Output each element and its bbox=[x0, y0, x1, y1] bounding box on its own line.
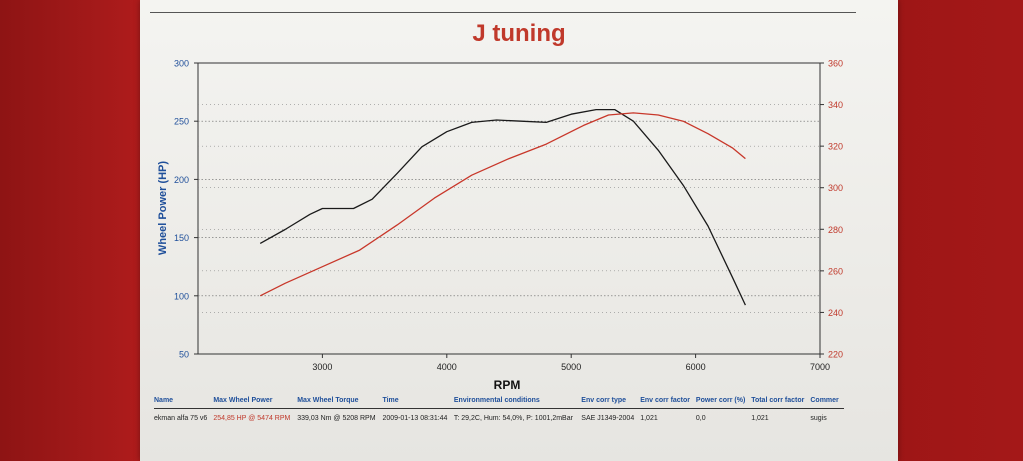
chart-title: J tuning bbox=[472, 20, 566, 47]
info-cell: ekman alfa 75 v6 bbox=[154, 415, 208, 422]
run-info-table: Name Max Wheel Power Max Wheel Torque Time E… bbox=[154, 397, 844, 422]
info-cell: 339,03 Nm @ 5208 RPM bbox=[297, 415, 376, 422]
info-cell: 2009-01-13 08:31:44 bbox=[382, 415, 448, 422]
info-cell: 1,021 bbox=[640, 415, 658, 422]
info-header-cell: Time bbox=[382, 397, 454, 409]
info-cell: T: 29,2C, Hum: 54,0%, P: 1001,2mBar bbox=[453, 415, 573, 422]
y2-tick-label: 340 bbox=[828, 100, 843, 110]
y2-tick-label: 260 bbox=[828, 266, 843, 276]
info-cell: 0,0 bbox=[695, 415, 706, 422]
info-header-cell: Env corr type bbox=[581, 397, 641, 409]
y-tick-label: 150 bbox=[174, 233, 189, 243]
x-axis-title: RPM bbox=[494, 378, 521, 392]
info-header-cell: Max Wheel Torque bbox=[297, 397, 383, 409]
x-tick-label: 7000 bbox=[810, 362, 830, 372]
info-cell: sugis bbox=[810, 415, 827, 422]
grid-lines bbox=[198, 104, 820, 313]
y2-tick-label: 220 bbox=[828, 350, 843, 360]
plot-area bbox=[197, 62, 821, 355]
y2-tick-label: 320 bbox=[828, 142, 843, 152]
y-tick-label: 50 bbox=[179, 350, 189, 360]
info-header-cell: Environmental conditions bbox=[453, 397, 582, 409]
dyno-chart: 50 100 150 200 250 300 220 240 260 280 300 320 340 36… bbox=[157, 59, 843, 393]
info-cell: SAE J1349-2004 bbox=[581, 415, 635, 422]
info-header-cell: Power corr (%) bbox=[695, 397, 752, 409]
y-tick-label: 100 bbox=[174, 291, 189, 301]
info-cell: 254,85 HP @ 5474 RPM bbox=[213, 415, 291, 422]
y-tick-label: 300 bbox=[174, 59, 189, 69]
dyno-sheet: J tuning 50 100 150 200 250 300 220 240 260 280 30… bbox=[140, 0, 898, 461]
info-header-cell: Max Wheel Power bbox=[213, 397, 298, 409]
y2-tick-label: 360 bbox=[828, 59, 843, 69]
x-tick-label: 3000 bbox=[312, 362, 332, 372]
top-rule bbox=[150, 12, 856, 13]
y2-tick-label: 300 bbox=[828, 183, 843, 193]
tick-marks: 50 100 150 200 250 300 220 240 260 280 300 320 340 36… bbox=[174, 59, 843, 373]
info-header-cell: Env corr factor bbox=[640, 397, 696, 409]
y-tick-label: 250 bbox=[174, 117, 189, 127]
series-layer bbox=[259, 108, 746, 306]
y-axis-title: Wheel Power (HP) bbox=[157, 161, 169, 255]
power-curve bbox=[259, 108, 746, 306]
x-tick-label: 4000 bbox=[437, 362, 457, 372]
y-tick-label: 200 bbox=[174, 175, 189, 185]
y2-tick-label: 240 bbox=[828, 308, 843, 318]
info-header-cell: Name bbox=[154, 397, 214, 409]
info-header-cell: Total corr factor bbox=[751, 397, 811, 409]
torque-curve bbox=[259, 112, 746, 297]
info-header-cell: Commer bbox=[810, 397, 844, 409]
info-cell: 1,021 bbox=[751, 415, 769, 422]
y2-tick-label: 280 bbox=[828, 225, 843, 235]
x-tick-label: 5000 bbox=[561, 362, 581, 372]
x-tick-label: 6000 bbox=[686, 362, 706, 372]
